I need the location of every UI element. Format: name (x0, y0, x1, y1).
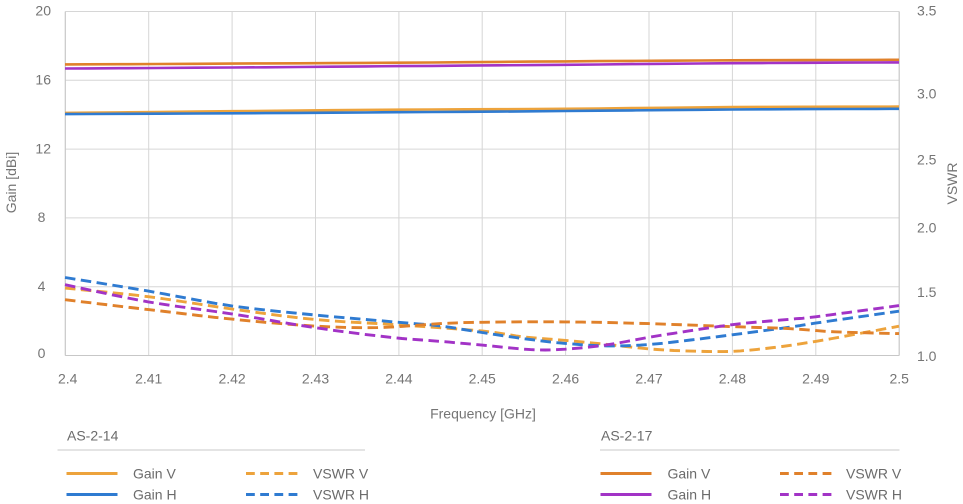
svg-text:20: 20 (35, 3, 51, 19)
svg-text:2.41: 2.41 (135, 371, 162, 387)
svg-text:VSWR H: VSWR H (313, 487, 369, 503)
svg-text:VSWR: VSWR (944, 163, 960, 205)
svg-text:1.0: 1.0 (917, 348, 937, 364)
svg-text:2.42: 2.42 (218, 371, 245, 387)
svg-text:16: 16 (35, 72, 51, 88)
svg-text:3.5: 3.5 (917, 2, 937, 18)
svg-text:1.5: 1.5 (917, 284, 937, 300)
svg-text:2.43: 2.43 (302, 371, 329, 387)
svg-text:4: 4 (38, 278, 46, 294)
svg-text:12: 12 (35, 140, 51, 156)
svg-text:2.5: 2.5 (889, 371, 909, 387)
svg-text:Gain V: Gain V (133, 466, 176, 482)
svg-text:2.44: 2.44 (385, 371, 412, 387)
svg-text:2.0: 2.0 (917, 220, 937, 236)
svg-text:Frequency [GHz]: Frequency [GHz] (430, 406, 536, 422)
svg-text:Gain H: Gain H (668, 487, 712, 503)
svg-text:Gain V: Gain V (668, 466, 711, 482)
svg-text:Gain [dBi]: Gain [dBi] (3, 152, 19, 213)
svg-text:8: 8 (38, 209, 46, 225)
svg-text:3.0: 3.0 (917, 85, 937, 101)
svg-text:2.45: 2.45 (469, 371, 496, 387)
svg-text:2.4: 2.4 (58, 371, 78, 387)
svg-text:2.46: 2.46 (552, 371, 579, 387)
svg-text:VSWR V: VSWR V (313, 466, 369, 482)
svg-text:2.49: 2.49 (802, 371, 829, 387)
svg-text:AS-2-14: AS-2-14 (67, 428, 119, 444)
svg-text:VSWR V: VSWR V (846, 466, 902, 482)
svg-text:Gain H: Gain H (133, 487, 177, 503)
svg-text:VSWR H: VSWR H (846, 487, 902, 503)
svg-text:2.47: 2.47 (635, 371, 662, 387)
svg-text:AS-2-17: AS-2-17 (601, 428, 653, 444)
svg-text:0: 0 (38, 345, 46, 361)
svg-text:2.48: 2.48 (719, 371, 746, 387)
svg-text:2.5: 2.5 (917, 152, 937, 168)
